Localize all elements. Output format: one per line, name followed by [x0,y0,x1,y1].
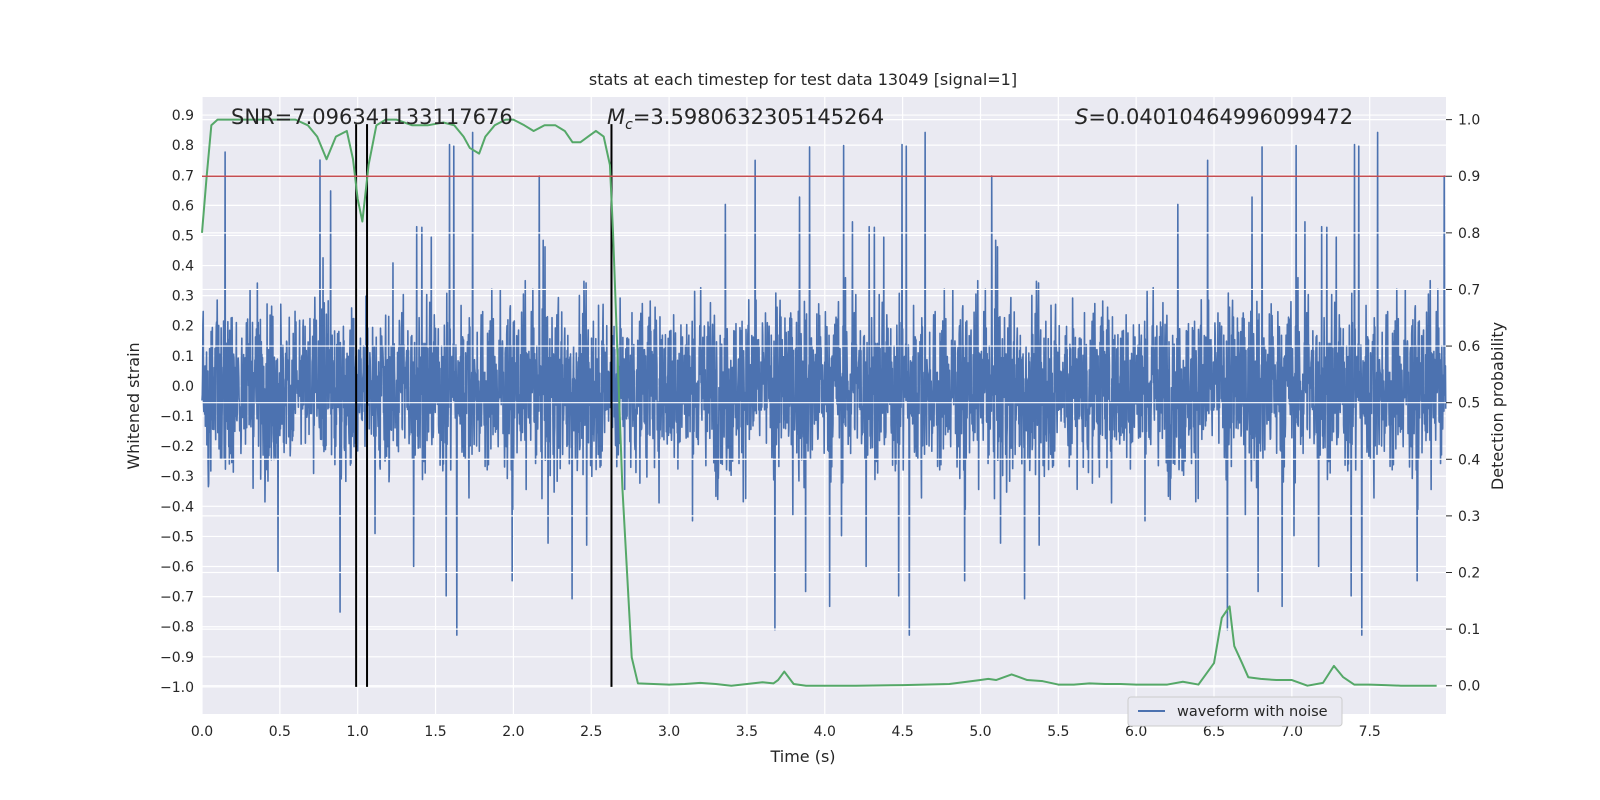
x-tick-label: 7.5 [1359,724,1381,740]
s-value: =0.04010464996099472 [1088,105,1353,129]
x-tick-label: 0.5 [269,724,291,740]
x-tick-label: 1.0 [347,724,369,740]
chirp-mass-annotation: Mc=3.5980632305145264 [607,105,884,133]
y-right-tick-label: 0.3 [1458,509,1480,525]
y-tick-label: −0.8 [160,620,194,636]
y-right-tick-label: 0.5 [1458,396,1480,412]
y-tick-label: −0.7 [160,590,194,606]
y-right-tick-label: 1.0 [1458,113,1480,129]
y-tick-label: 0.9 [172,108,194,124]
y-right-tick-label: 0.1 [1458,622,1480,638]
y-axis-right-label: Detection probability [1488,322,1507,490]
waveform-line [201,131,1447,636]
legend-label-waveform: waveform with noise [1177,704,1328,720]
y-right-tick-label: 0.0 [1458,679,1480,695]
x-tick-label: 5.5 [1047,724,1069,740]
series-detection-probability [201,118,1437,687]
x-tick-label: 3.5 [736,724,758,740]
x-tick-label: 2.5 [580,724,602,740]
y-tick-label: −0.6 [160,560,194,576]
s-annotation: S=0.04010464996099472 [1075,105,1353,129]
y-tick-label: −1.0 [160,680,194,696]
y-right-tick-label: 0.4 [1458,452,1480,468]
y-tick-label: 0.3 [172,289,194,305]
chirp-mass-symbol: M [607,105,625,129]
x-tick-label: 1.5 [424,724,446,740]
y-right-tick-label: 0.9 [1458,169,1480,185]
y-tick-label: 0.5 [172,228,194,244]
y-right-tick-label: 0.6 [1458,339,1480,355]
y-tick-label: 0.8 [172,138,194,154]
x-tick-label: 4.0 [814,724,836,740]
x-tick-label: 0.0 [191,724,213,740]
y-tick-label: 0.2 [172,319,194,335]
x-tick-label: 4.5 [891,724,913,740]
tick-labels: −1.0 −0.9 −0.8 −0.7 −0.6 −0.5 −0.4 −0.3 −0.2 −0.1… [160,108,1480,740]
chirp-mass-value: =3.5980632305145264 [633,105,884,129]
x-tick-label: 6.5 [1203,724,1225,740]
probability-line [201,118,1437,687]
legend-box [1127,696,1343,727]
x-tick-label: 2.0 [502,724,524,740]
x-tick-label: 6.0 [1125,724,1147,740]
y-right-tick-label: 0.8 [1458,226,1480,242]
legend: waveform with noise [1127,696,1343,727]
y-right-tick-label: 0.7 [1458,282,1480,298]
y-tick-label: −0.3 [160,469,194,485]
x-axis-label: Time (s) [769,747,835,766]
y-tick-label: 0.0 [172,379,194,395]
y-tick-label: 0.4 [172,259,194,275]
y-tick-label: 0.1 [172,349,194,365]
series-waveform-with-noise [201,131,1447,636]
s-symbol: S [1075,105,1088,129]
y-tick-label: −0.9 [160,650,194,666]
y-tick-label: −0.4 [160,499,194,515]
y-tick-label: −0.5 [160,529,194,545]
y-tick-label: −0.1 [160,409,194,425]
x-tick-label: 7.0 [1281,724,1303,740]
y-tick-label: 0.7 [172,168,194,184]
snr-annotation: SNR=7.096341133117676 [231,105,513,129]
x-tick-label: 5.0 [969,724,991,740]
y-tick-label: 0.6 [172,198,194,214]
chart-title: stats at each timestep for test data 130… [589,70,1017,89]
x-tick-label: 3.0 [658,724,680,740]
y-tick-label: −0.2 [160,439,194,455]
chirp-mass-subscript: c [625,117,633,133]
y-right-tick-label: 0.2 [1458,565,1480,581]
y-axis-label: Whitened strain [124,342,143,469]
